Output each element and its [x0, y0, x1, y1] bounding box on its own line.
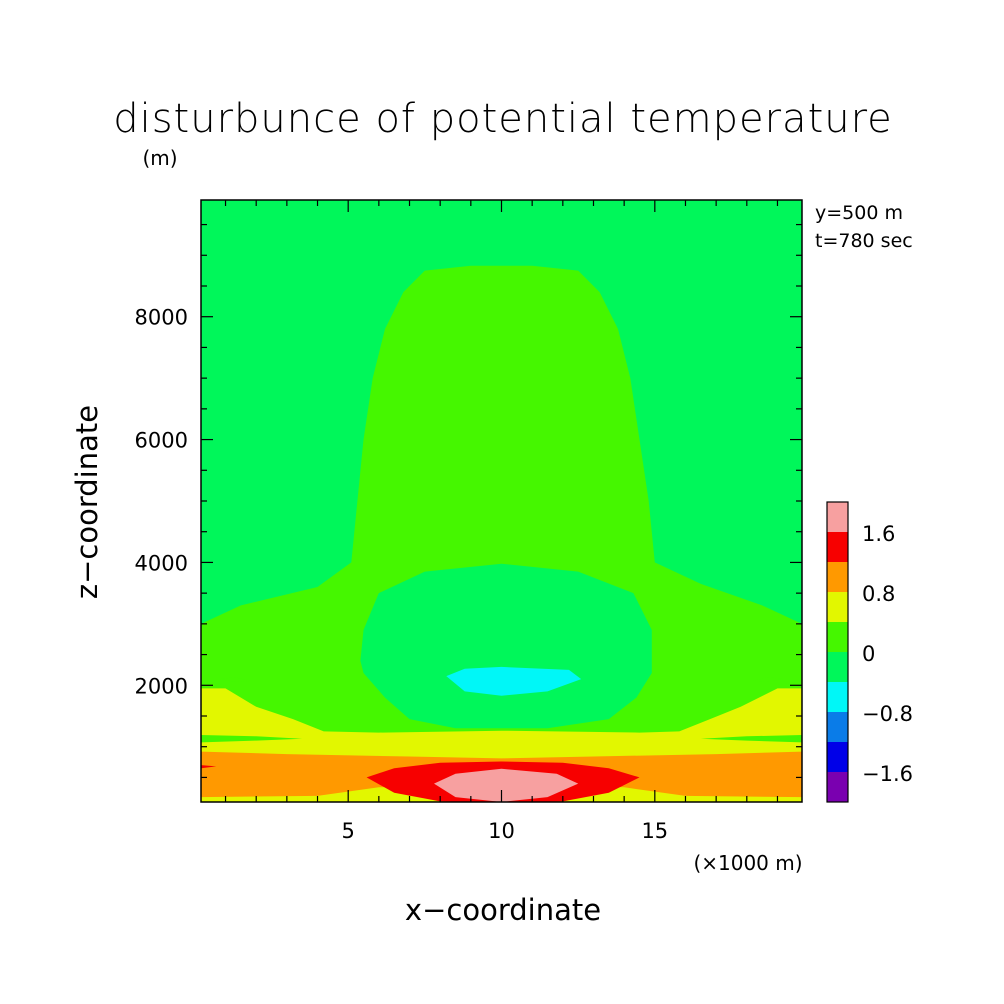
contour-region-10: [201, 765, 217, 769]
colorbar: −1.6 −0.8 0 0.8 1.6: [826, 501, 913, 803]
colorbar-swatch: [827, 532, 848, 562]
y-tick-label: 2000: [135, 674, 188, 698]
colorbar-swatch: [827, 772, 848, 802]
colorbar-swatch: [827, 652, 848, 682]
colorbar-border: [826, 501, 849, 803]
x-tick-label: 10: [488, 819, 515, 843]
y-unit-label: (m): [142, 146, 177, 170]
contour-fills: [201, 200, 802, 802]
colorbar-label: −1.6: [862, 762, 913, 786]
colorbar-label: −0.8: [862, 702, 913, 726]
chart-title: disturbunce of potential temperature: [113, 96, 893, 142]
y-axis: 2000 4000 6000 8000: [135, 223, 802, 779]
colorbar-label: 1.6: [862, 522, 895, 546]
colorbar-swatch: [827, 502, 848, 532]
y-tick-label: 6000: [135, 429, 188, 453]
colorbar-swatch: [827, 682, 848, 712]
contour-region-3: [446, 666, 582, 696]
contour-region-2: [360, 563, 652, 729]
y-axis-label: z−coordinate: [70, 405, 104, 599]
x-axis: 5 10 15: [224, 200, 779, 843]
contour-region-5: [201, 735, 303, 743]
colorbar-swatch: [827, 592, 848, 622]
contour-region-7: [219, 677, 251, 682]
colorbar-swatch: [827, 712, 848, 742]
colorbar-swatch: [827, 742, 848, 772]
contour-region-6: [700, 735, 802, 743]
x-tick-label: 5: [341, 819, 354, 843]
annotation-y: y=500 m: [815, 202, 903, 224]
y-tick-label: 4000: [135, 551, 188, 575]
colorbar-swatch: [827, 562, 848, 592]
x-axis-label: x−coordinate: [405, 893, 601, 927]
y-tick-label: 8000: [135, 306, 188, 330]
annotation-t: t=780 sec: [815, 230, 913, 252]
colorbar-label: 0: [862, 642, 875, 666]
contour-region-8: [752, 677, 784, 682]
colorbar-label: 0.8: [862, 582, 895, 606]
x-tick-label: 15: [641, 819, 668, 843]
contour-region-12: [434, 768, 579, 802]
colorbar-swatch: [827, 622, 848, 652]
x-unit-label: (×1000 m): [693, 851, 802, 875]
